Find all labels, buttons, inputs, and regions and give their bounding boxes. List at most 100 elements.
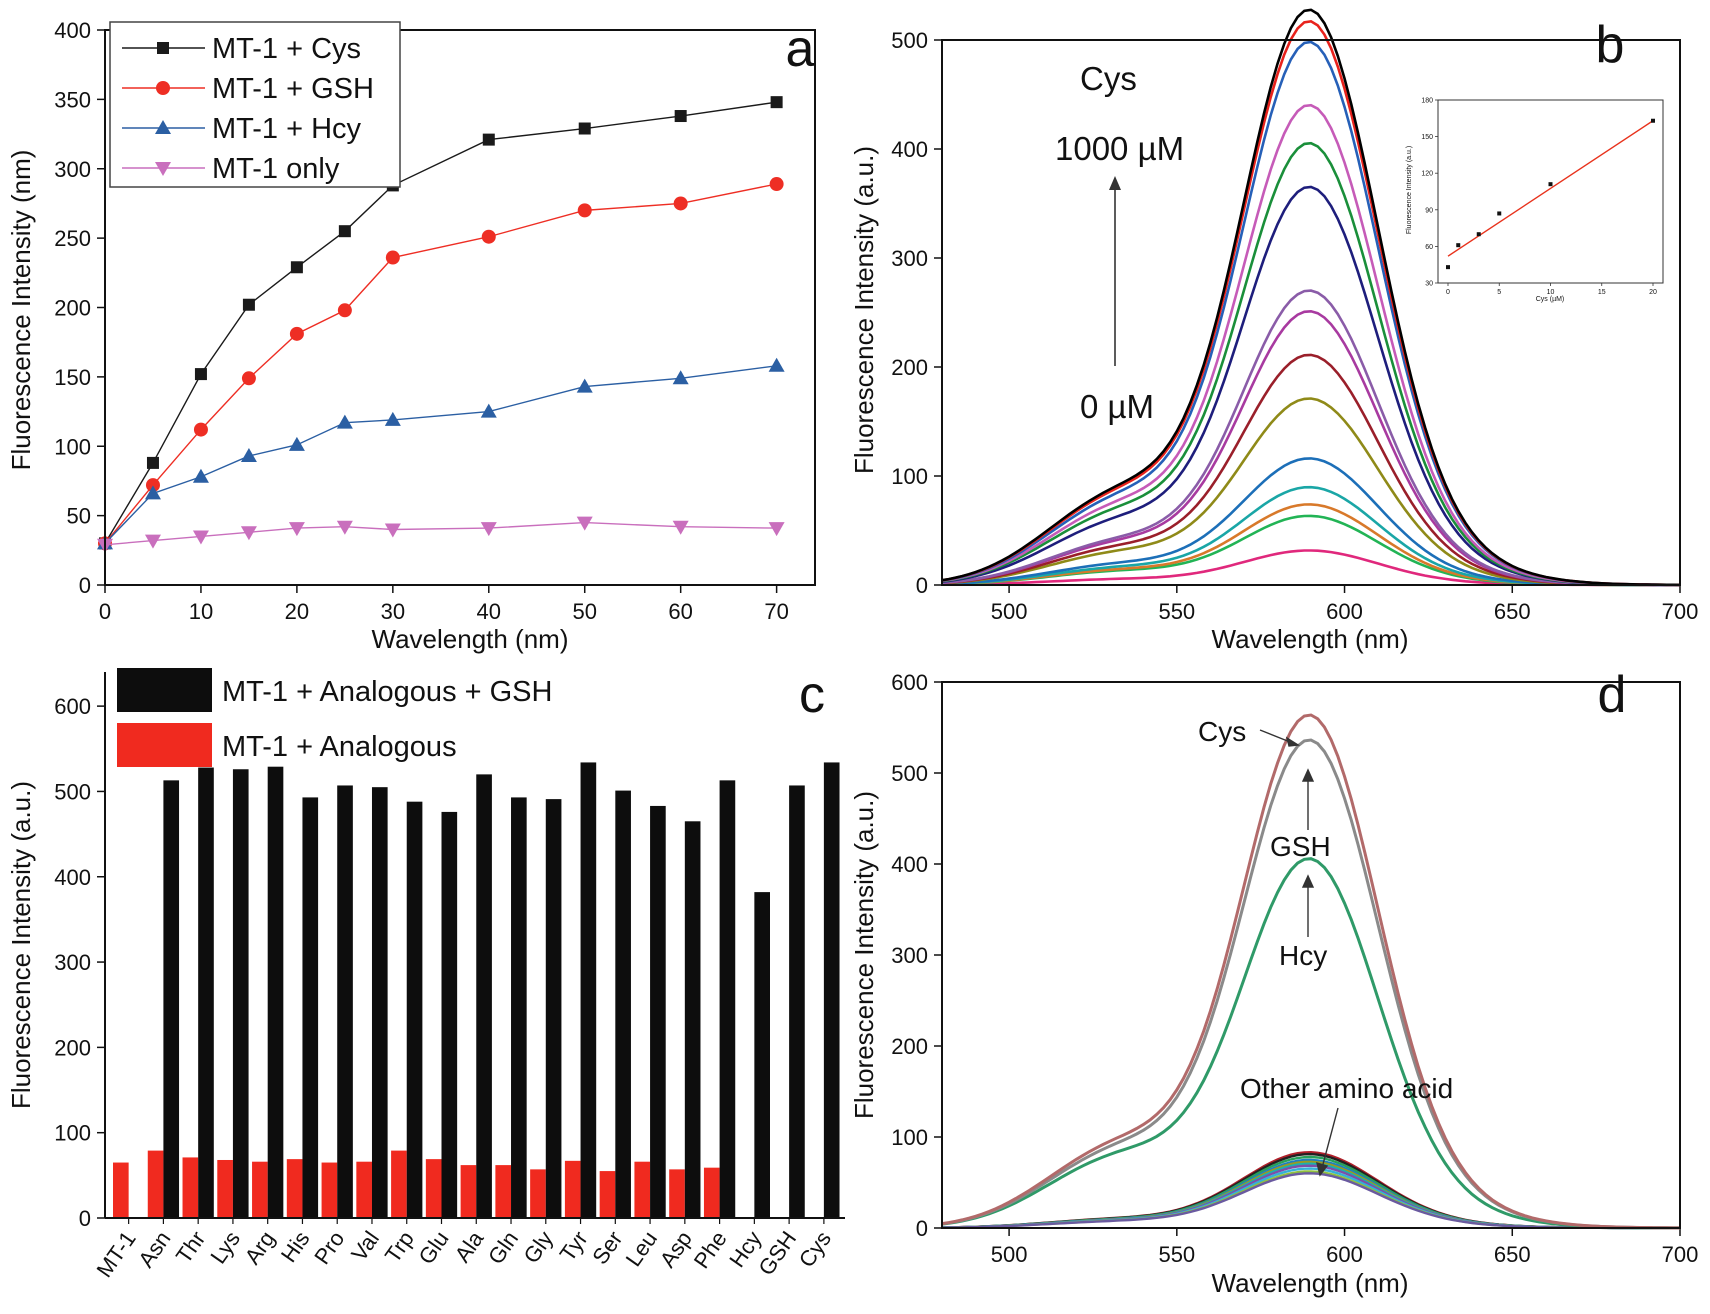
legend-marker	[157, 42, 169, 54]
bar-analogous-gsh	[545, 799, 562, 1218]
bar-analogous-gsh	[441, 811, 458, 1218]
panel-c-category-label: Thr	[171, 1227, 210, 1268]
panel-a-point	[480, 403, 497, 418]
panel-a-point	[336, 414, 353, 429]
inset-point	[1476, 232, 1481, 237]
panel-b-ytick-label: 400	[891, 137, 928, 162]
panel-a-point	[288, 522, 305, 537]
panel-b-frame	[941, 39, 1681, 586]
panel-a-point	[672, 370, 689, 385]
bar-analogous	[599, 1171, 616, 1218]
panel-a-legend: MT-1 + Cys MT-1 + GSH MT-1 + Hcy MT-1 only	[109, 21, 401, 188]
panel-a-point	[482, 133, 495, 146]
panel-a-xtick-label: 70	[764, 599, 788, 624]
panel-a-point	[576, 516, 593, 531]
bar-analogous	[530, 1169, 546, 1218]
panel-a-point	[768, 522, 785, 537]
panel-a-point	[290, 261, 303, 274]
legend-swatch-black	[117, 668, 212, 712]
panel-c-legend: MT-1 + Analogous + GSH MT-1 + Analogous	[117, 668, 552, 767]
panel-a-point	[768, 357, 785, 372]
bar-analogous-gsh	[823, 762, 840, 1218]
panel-b-xtick-label: 600	[1326, 599, 1363, 624]
panel-b-ytick-label: 300	[891, 246, 928, 271]
panel-d-xtick-label: 700	[1662, 1242, 1699, 1267]
bar-analogous-gsh	[232, 769, 249, 1218]
panel-a-point	[578, 122, 591, 135]
inset-xtick-label: 0	[1446, 289, 1450, 296]
panel-d-letter: d	[1598, 666, 1627, 724]
panel-b-xlabel: Wavelength (nm)	[1212, 624, 1409, 654]
bar-analogous	[564, 1160, 581, 1218]
bar-analogous	[113, 1162, 129, 1218]
panel-a-point	[384, 523, 401, 538]
panel-d-axes: 500 550 600 650 700 0 100 200 300 400 500 600	[891, 670, 1698, 1267]
panel-c-ytick-label: 300	[54, 950, 91, 975]
bar-analogous	[147, 1150, 164, 1218]
legend-label: MT-1 only	[212, 153, 340, 185]
panel-d-xtick-label: 650	[1494, 1242, 1531, 1267]
inset-point	[1497, 211, 1502, 216]
panel-d-ytick-label: 600	[891, 670, 928, 695]
panel-c-category-label: Gln	[483, 1227, 523, 1269]
inset-frame	[1437, 99, 1664, 284]
panel-c-bars	[113, 762, 840, 1218]
bar-analogous	[286, 1159, 303, 1218]
bar-analogous-gsh	[580, 762, 597, 1218]
panel-d-arrows	[1259, 729, 1339, 1177]
bar-analogous	[460, 1165, 477, 1218]
panel-a-point	[192, 468, 209, 483]
bar-analogous-gsh	[406, 801, 423, 1218]
panel-a-point	[146, 456, 159, 469]
panel-a-xtick-label: 30	[381, 599, 405, 624]
panel-a-ytick-label: 400	[54, 18, 91, 43]
panel-a-xtick-label: 0	[99, 599, 111, 624]
inset-ytick-label: 90	[1425, 207, 1433, 214]
panel-d-xtick-label: 550	[1158, 1242, 1195, 1267]
panel-b-ylabel: Fluorescence Intensity (a.u.)	[849, 146, 879, 474]
panel-a-ytick-label: 350	[54, 87, 91, 112]
panel-a-ytick-label: 100	[54, 434, 91, 459]
bar-analogous-gsh	[684, 821, 701, 1218]
panel-c-category-label: Cys	[794, 1227, 836, 1272]
panel-c-category-label: Arg	[240, 1227, 280, 1269]
panel-b-top-conc-label: 1000 µM	[1055, 130, 1184, 167]
panel-d-ytick-label: 400	[891, 852, 928, 877]
panel-d-hcy-label: Hcy	[1279, 940, 1327, 971]
panel-d-cys-label: Cys	[1198, 716, 1246, 747]
panel-a-ytick-label: 200	[54, 296, 91, 321]
bar-analogous-gsh	[615, 790, 631, 1218]
panel-b-spectrum-line	[941, 457, 1680, 587]
panel-d-other-line	[942, 1170, 1680, 1230]
panel-a-ytick-label: 300	[54, 157, 91, 182]
panel-a-ytick-label: 250	[54, 226, 91, 251]
panel-a-point	[192, 530, 209, 545]
panel-c-category-label: Pro	[309, 1227, 349, 1269]
panel-a-point	[240, 526, 257, 541]
bar-analogous-gsh	[163, 780, 180, 1218]
panel-c-ytick-label: 600	[54, 694, 91, 719]
panel-d-ytick-label: 0	[916, 1216, 928, 1241]
inset-ytick-label: 180	[1421, 98, 1433, 105]
panel-c-category-label: Trp	[380, 1227, 419, 1268]
panel-b-letter: b	[1596, 16, 1625, 74]
panel-a-point	[481, 229, 496, 244]
panel-c-ytick-label: 200	[54, 1035, 91, 1060]
bar-analogous-gsh	[337, 785, 353, 1218]
inset-ylabel: Fluorescence Intensity (a.u.)	[1406, 146, 1413, 234]
panel-c-category-label: GSH	[753, 1227, 801, 1280]
panel-d-ytick-label: 200	[891, 1034, 928, 1059]
panel-c-category-label: Lys	[205, 1227, 245, 1269]
panel-b-ytick-label: 200	[891, 355, 928, 380]
inset-axes: 0 5 10 15 20 30 60 90 120 150 180	[1421, 98, 1657, 297]
panel-a-letter: a	[786, 20, 815, 78]
panel-a-point	[480, 522, 497, 537]
panel-b-spectrum-line	[941, 8, 1681, 587]
panel-c-bar-chart: 0 100 200 300 400 500 600 MT-1AsnThrLysArgHisPr…	[6, 666, 845, 1282]
panel-d-xtick-label: 600	[1326, 1242, 1363, 1267]
inset-point	[1446, 265, 1450, 270]
inset-xlabel: Cys (µM)	[1536, 296, 1565, 303]
bar-analogous-gsh	[789, 785, 805, 1218]
panel-d-series	[941, 713, 1680, 1230]
panel-c-category-label: Tyr	[555, 1227, 593, 1266]
